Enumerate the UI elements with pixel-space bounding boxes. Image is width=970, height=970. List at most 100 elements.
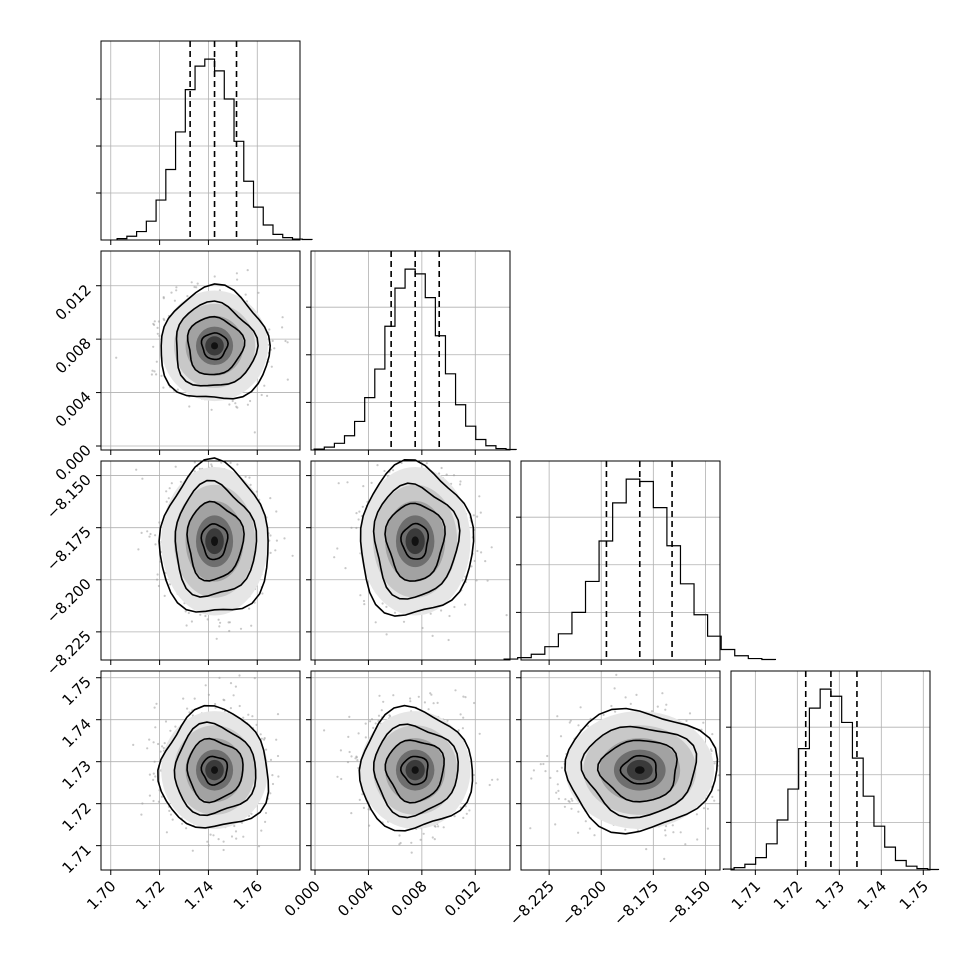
- sample-point: [465, 812, 468, 815]
- sample-point: [158, 521, 161, 524]
- sample-point: [239, 627, 243, 630]
- sample-point: [480, 551, 483, 554]
- sample-point: [283, 537, 286, 540]
- sample-point: [377, 714, 381, 717]
- sample-point: [157, 584, 160, 588]
- sample-point: [624, 696, 627, 699]
- sample-point: [549, 776, 552, 780]
- sample-point: [478, 732, 481, 735]
- sample-point: [257, 291, 260, 294]
- sample-point: [159, 750, 162, 753]
- sample-point: [281, 316, 284, 319]
- sample-point: [188, 405, 191, 408]
- sample-point: [382, 700, 385, 703]
- tick-label: 0.004: [52, 388, 95, 431]
- sample-point: [153, 706, 156, 709]
- sample-point: [361, 505, 364, 508]
- sample-point: [218, 676, 221, 680]
- sample-point: [269, 551, 272, 555]
- sample-point: [431, 836, 434, 839]
- sample-point: [184, 610, 187, 613]
- sample-point: [148, 738, 151, 741]
- sample-point: [346, 761, 350, 764]
- sample-point: [234, 830, 238, 833]
- sample-point: [249, 399, 252, 403]
- sample-point: [157, 320, 160, 323]
- sample-point: [273, 347, 276, 350]
- sample-point: [664, 834, 667, 837]
- sample-point: [358, 798, 361, 802]
- sample-point: [430, 693, 433, 696]
- sample-point: [169, 729, 172, 732]
- sample-point: [248, 607, 251, 610]
- sample-point: [462, 716, 465, 719]
- sample-point: [684, 843, 687, 846]
- sample-point: [206, 618, 209, 621]
- sample-point: [663, 857, 666, 861]
- sample-point: [323, 729, 326, 732]
- histogram-panel-2: [503, 460, 777, 665]
- sample-point: [348, 715, 351, 719]
- sample-point: [238, 674, 241, 677]
- sample-point: [115, 356, 118, 359]
- sample-point: [350, 812, 353, 815]
- sample-point: [229, 682, 233, 685]
- sample-point: [359, 594, 362, 597]
- sample-point: [269, 497, 272, 500]
- contour-line: [200, 332, 229, 361]
- sample-point: [579, 706, 582, 709]
- sample-point: [429, 612, 432, 615]
- sample-point: [162, 746, 165, 750]
- sample-point: [157, 742, 160, 746]
- sample-point: [263, 384, 266, 387]
- sample-point: [479, 511, 482, 514]
- sample-point: [259, 733, 262, 736]
- sample-point: [152, 345, 155, 348]
- panel-frame: [310, 250, 511, 451]
- sample-point: [153, 320, 156, 323]
- sample-point: [362, 599, 366, 603]
- sample-point: [624, 828, 627, 831]
- sample-point: [602, 713, 605, 717]
- sample-point: [476, 549, 479, 553]
- sample-point: [610, 704, 613, 708]
- sample-point: [452, 474, 456, 477]
- sample-point: [344, 567, 347, 570]
- sample-point: [348, 750, 351, 754]
- sample-point: [168, 809, 171, 813]
- sample-point: [140, 813, 143, 816]
- sample-point: [135, 468, 138, 471]
- sample-point: [175, 286, 178, 289]
- sample-point: [370, 718, 374, 721]
- sample-point: [193, 285, 196, 289]
- tick-label: 0.008: [388, 877, 431, 920]
- sample-point: [362, 806, 365, 810]
- sample-point: [281, 326, 284, 329]
- sample-point: [473, 701, 476, 705]
- sample-point: [150, 373, 153, 376]
- sample-point: [242, 835, 245, 838]
- tick-label: 1.72: [132, 877, 168, 913]
- sample-point: [459, 713, 462, 716]
- density-panel-1-0: [96, 250, 301, 455]
- density-panel-3-1: [306, 670, 511, 875]
- sample-point: [347, 735, 350, 739]
- sample-point: [275, 539, 278, 542]
- sample-point: [167, 497, 170, 500]
- sample-point: [244, 475, 247, 478]
- tick-label: −8.175: [43, 523, 95, 575]
- sample-point: [191, 849, 194, 852]
- density-fill: [411, 766, 419, 774]
- sample-point: [475, 579, 478, 582]
- sample-point: [462, 695, 465, 698]
- sample-point: [271, 782, 275, 786]
- sample-point: [148, 794, 151, 797]
- sample-point: [210, 463, 213, 466]
- tick-label: 1.76: [230, 877, 266, 913]
- sample-point: [266, 394, 269, 397]
- sample-point: [217, 618, 220, 621]
- sample-point: [275, 738, 278, 741]
- sample-point: [246, 269, 249, 272]
- sample-point: [505, 614, 508, 617]
- sample-point: [265, 748, 268, 751]
